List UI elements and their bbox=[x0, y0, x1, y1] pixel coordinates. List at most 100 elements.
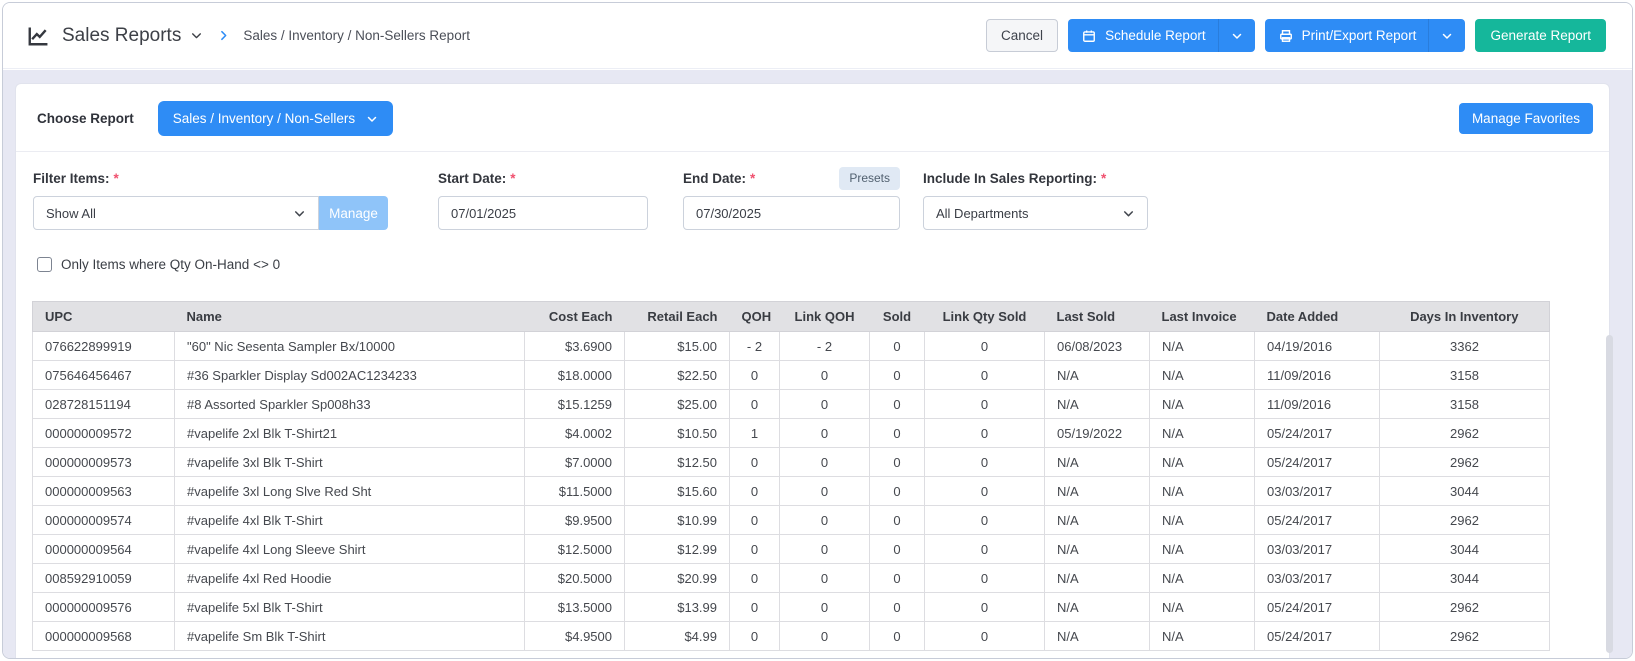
table-cell: 0 bbox=[869, 418, 925, 448]
filter-items-label: Filter Items: * bbox=[33, 170, 119, 186]
column-header: Last Sold bbox=[1044, 301, 1150, 332]
table-cell: $10.50 bbox=[624, 418, 730, 448]
table-cell: 0 bbox=[924, 331, 1045, 361]
schedule-report-button[interactable]: Schedule Report bbox=[1068, 19, 1218, 52]
column-header: Link Qty Sold bbox=[924, 301, 1045, 332]
end-date-input[interactable] bbox=[683, 196, 900, 230]
table-cell: 05/24/2017 bbox=[1254, 447, 1380, 477]
table-cell: N/A bbox=[1044, 360, 1150, 390]
table-cell: #vapelife 4xl Red Hoodie bbox=[174, 563, 525, 593]
table-cell: N/A bbox=[1044, 389, 1150, 419]
breadcrumb: Sales / Inventory / Non-Sellers Report bbox=[243, 28, 470, 43]
start-date-input[interactable] bbox=[438, 196, 648, 230]
schedule-report-dropdown-button[interactable] bbox=[1217, 19, 1255, 52]
table-scrollbar[interactable] bbox=[1606, 335, 1613, 653]
table-cell: 0 bbox=[869, 505, 925, 535]
table-cell: 0 bbox=[869, 621, 925, 651]
table-cell: N/A bbox=[1149, 534, 1255, 564]
column-header: Link QOH bbox=[779, 301, 870, 332]
filters-section: Filter Items: * Show All Manage bbox=[16, 152, 1609, 230]
manage-favorites-button[interactable]: Manage Favorites bbox=[1458, 103, 1593, 134]
table-cell: N/A bbox=[1044, 534, 1150, 564]
table-cell: $12.50 bbox=[624, 447, 730, 477]
chevron-down-icon bbox=[1122, 207, 1135, 220]
table-cell: N/A bbox=[1044, 476, 1150, 506]
table-cell: N/A bbox=[1149, 331, 1255, 361]
include-sales-group: Include In Sales Reporting: * All Departm… bbox=[923, 167, 1148, 230]
filter-items-group: Filter Items: * Show All Manage bbox=[33, 167, 388, 230]
report-type-dropdown[interactable]: Sales / Inventory / Non-Sellers bbox=[157, 101, 394, 136]
table-cell: $12.5000 bbox=[524, 534, 625, 564]
presets-button[interactable]: Presets bbox=[839, 166, 900, 190]
table-cell: N/A bbox=[1149, 621, 1255, 651]
required-marker: * bbox=[1101, 170, 1107, 186]
manage-filter-button[interactable]: Manage bbox=[319, 196, 388, 230]
table-cell: 000000009573 bbox=[32, 447, 175, 477]
table-row: 028728151194 #8 Assorted Sparkler Sp008h3… bbox=[32, 389, 1550, 419]
cancel-button[interactable]: Cancel bbox=[986, 19, 1059, 52]
table-cell: N/A bbox=[1149, 447, 1255, 477]
include-sales-select[interactable]: All Departments bbox=[923, 196, 1148, 230]
table-cell: $18.0000 bbox=[524, 360, 625, 390]
report-card: Choose Report Sales / Inventory / Non-Se… bbox=[15, 83, 1610, 658]
table-row: 000000009563 #vapelife 3xl Long Slve Red … bbox=[32, 476, 1550, 506]
table-cell: 0 bbox=[869, 476, 925, 506]
required-marker: * bbox=[113, 170, 119, 186]
table-cell: 0 bbox=[869, 360, 925, 390]
table-cell: 2962 bbox=[1379, 621, 1550, 651]
table-cell: 000000009572 bbox=[32, 418, 175, 448]
table-cell: 0 bbox=[729, 447, 780, 477]
table-cell: 0 bbox=[924, 592, 1045, 622]
table-cell: 2962 bbox=[1379, 447, 1550, 477]
start-date-group: Start Date: * bbox=[438, 167, 648, 230]
table-cell: 05/24/2017 bbox=[1254, 621, 1380, 651]
qoh-checkbox-row: Only Items where Qty On-Hand <> 0 bbox=[16, 230, 1609, 272]
print-export-label: Print/Export Report bbox=[1301, 28, 1417, 43]
table-cell: 0 bbox=[869, 563, 925, 593]
table-cell: 2962 bbox=[1379, 592, 1550, 622]
qoh-checkbox[interactable] bbox=[37, 257, 52, 272]
page-body: Choose Report Sales / Inventory / Non-Se… bbox=[3, 70, 1632, 658]
table-cell: $9.9500 bbox=[524, 505, 625, 535]
print-export-split-button: Print/Export Report bbox=[1264, 19, 1466, 52]
print-export-button[interactable]: Print/Export Report bbox=[1265, 19, 1429, 52]
table-cell: $20.5000 bbox=[524, 563, 625, 593]
table-cell: #vapelife 4xl Blk T-Shirt bbox=[174, 505, 525, 535]
table-cell: 076622899919 bbox=[32, 331, 175, 361]
table-cell: $22.50 bbox=[624, 360, 730, 390]
table-cell: $15.1259 bbox=[524, 389, 625, 419]
table-cell: 0 bbox=[924, 505, 1045, 535]
filter-items-value: Show All bbox=[46, 205, 96, 221]
table-cell: 0 bbox=[869, 534, 925, 564]
table-cell: 3044 bbox=[1379, 476, 1550, 506]
table-cell: N/A bbox=[1149, 418, 1255, 448]
table-cell: - 2 bbox=[779, 331, 870, 361]
table-cell: N/A bbox=[1044, 592, 1150, 622]
table-cell: 0 bbox=[779, 476, 870, 506]
column-header: QOH bbox=[729, 301, 780, 332]
chevron-down-icon[interactable] bbox=[190, 29, 203, 42]
generate-report-button[interactable]: Generate Report bbox=[1475, 19, 1606, 52]
printer-icon bbox=[1279, 29, 1293, 43]
report-type-value: Sales / Inventory / Non-Sellers bbox=[172, 111, 356, 126]
start-date-label: Start Date: * bbox=[438, 170, 516, 186]
table-cell: "60" Nic Sesenta Sampler Bx/10000 bbox=[174, 331, 525, 361]
table-cell: 0 bbox=[779, 592, 870, 622]
print-export-dropdown-button[interactable] bbox=[1428, 19, 1465, 52]
table-cell: $4.0002 bbox=[524, 418, 625, 448]
table-row: 000000009568 #vapelife Sm Blk T-Shirt $4.9… bbox=[32, 621, 1550, 651]
filter-items-select[interactable]: Show All bbox=[33, 196, 319, 230]
table-cell: 3044 bbox=[1379, 563, 1550, 593]
table-cell: #8 Assorted Sparkler Sp008h33 bbox=[174, 389, 525, 419]
table-cell: $13.5000 bbox=[524, 592, 625, 622]
table-cell: 3158 bbox=[1379, 360, 1550, 390]
required-marker: * bbox=[750, 170, 756, 186]
table-cell: 03/03/2017 bbox=[1254, 563, 1380, 593]
schedule-report-label: Schedule Report bbox=[1105, 28, 1206, 43]
column-header: UPC bbox=[32, 301, 175, 332]
table-cell: N/A bbox=[1149, 389, 1255, 419]
column-header: Days In Inventory bbox=[1379, 301, 1550, 332]
table-cell: $10.99 bbox=[624, 505, 730, 535]
table-cell: 03/03/2017 bbox=[1254, 476, 1380, 506]
qoh-checkbox-label[interactable]: Only Items where Qty On-Hand <> 0 bbox=[61, 257, 281, 272]
